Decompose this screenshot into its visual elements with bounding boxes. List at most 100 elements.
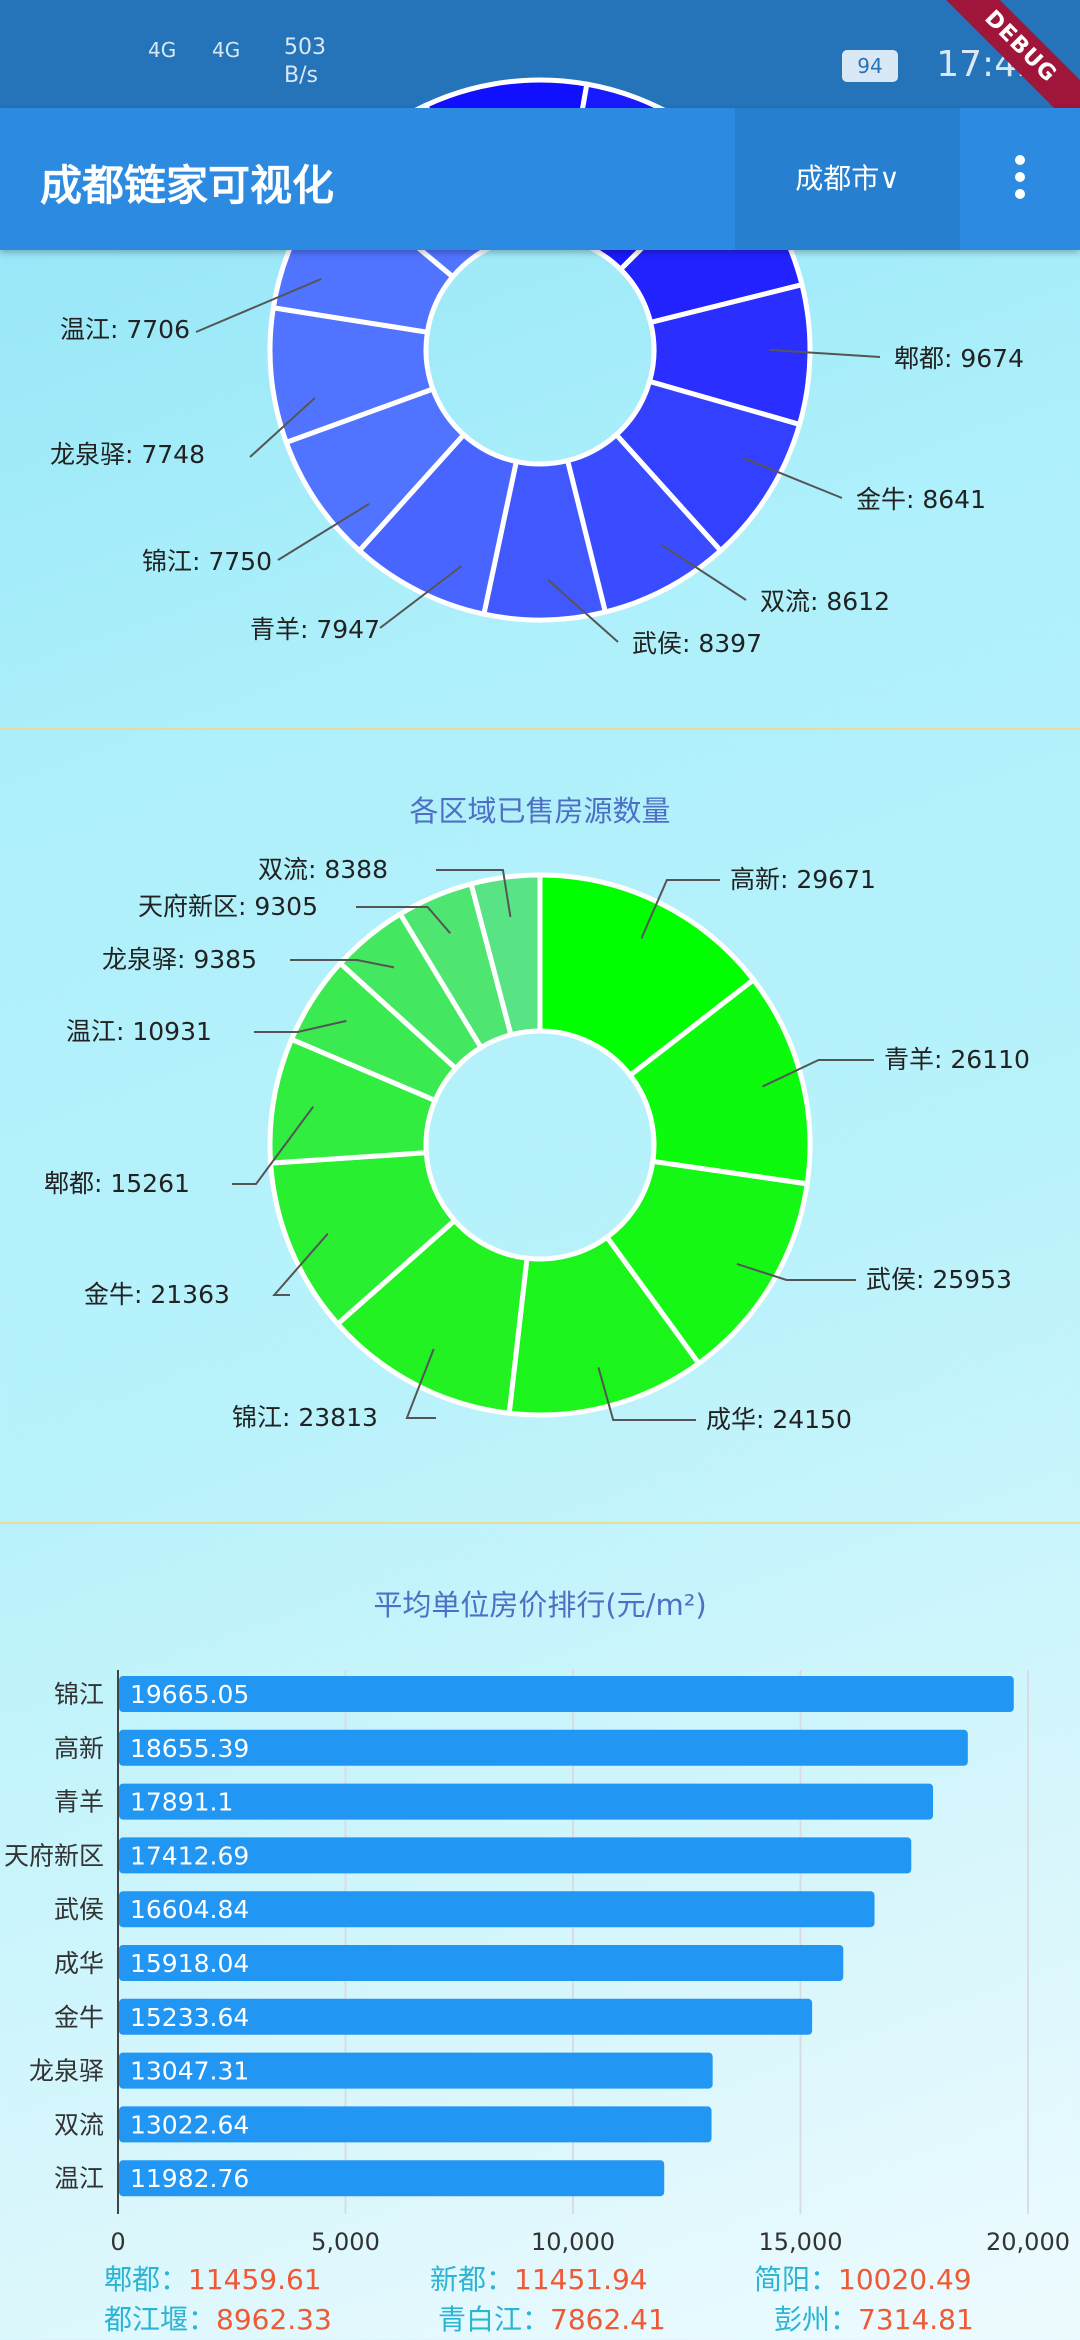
label-leader-line xyxy=(597,1367,696,1421)
signal-icon-2: 4G xyxy=(212,38,241,62)
donut-segment xyxy=(506,1233,703,1418)
label-leader-line xyxy=(356,906,451,934)
summary-item: 郫都：11459.61 xyxy=(104,2263,322,2296)
slice-label: 青羊: 26110 xyxy=(884,1045,1030,1074)
bar xyxy=(119,1837,912,1874)
category-label: 金牛 xyxy=(54,2003,104,2032)
app-bar: 成都链家可视化 成都市∨ xyxy=(0,108,1080,250)
category-label: 龙泉驿 xyxy=(29,2057,104,2086)
net-speed: 503 B/s xyxy=(284,34,326,90)
slice-label: 天府新区: 9305 xyxy=(138,892,318,921)
battery-icon: 94 xyxy=(842,50,898,82)
label-leader-line xyxy=(290,959,395,969)
unit-price-bar-chart: 0 5,000 10,000 15,000 20,000 19665.05 锦江 18655.… xyxy=(4,1670,1070,2256)
bar-value-label: 17412.69 xyxy=(130,1841,249,1870)
bar xyxy=(119,1998,813,2035)
donut-segment xyxy=(537,872,758,1079)
label-leader-line xyxy=(661,544,747,601)
slice-label: 龙泉驿: 9385 xyxy=(102,945,257,974)
slice-label: 成华: 24150 xyxy=(706,1405,852,1434)
slice-label: 双流: 8388 xyxy=(258,855,388,884)
slice-label: 金牛: 8641 xyxy=(856,485,986,514)
label-leader-line xyxy=(249,397,316,458)
label-leader-line xyxy=(762,1059,874,1088)
slice-label: 青羊: 7947 xyxy=(250,615,380,644)
slice-label: 龙泉驿: 7748 xyxy=(50,440,205,469)
slice-label: 郫都: 15261 xyxy=(44,1169,190,1198)
label-leader-line xyxy=(547,579,619,643)
slice-label: 高新: 29671 xyxy=(730,865,876,894)
x-tick-label: 5,000 xyxy=(311,2228,380,2256)
label-leader-line xyxy=(254,1019,347,1033)
summary-item: 都江堰：8962.33 xyxy=(104,2303,332,2336)
bar xyxy=(119,1783,934,1820)
summary-item: 彭州：7314.81 xyxy=(774,2303,974,2336)
label-leader-line xyxy=(742,457,843,499)
slice-label: 温江: 10931 xyxy=(66,1017,212,1046)
donut-segment xyxy=(468,872,543,1038)
x-tick-label: 0 xyxy=(110,2228,125,2256)
label-leader-line xyxy=(769,349,881,358)
bar xyxy=(119,2160,665,2197)
category-label: 温江 xyxy=(54,2164,104,2193)
slice-label: 温江: 7706 xyxy=(60,315,190,344)
slice-label: 锦江: 23813 xyxy=(232,1403,378,1432)
unit-price-chart-title: 平均单位房价排行(元/m²) xyxy=(373,1588,707,1622)
more-menu-icon[interactable] xyxy=(1000,150,1040,210)
label-leader-line xyxy=(195,278,322,333)
label-leader-line xyxy=(277,503,370,561)
bar-value-label: 13022.64 xyxy=(130,2110,249,2139)
bar-value-label: 16604.84 xyxy=(130,1895,249,1924)
summary-item: 简阳：10020.49 xyxy=(754,2263,972,2296)
label-leader-line xyxy=(436,869,512,918)
label-leader-line xyxy=(405,1348,436,1419)
bar xyxy=(119,1729,968,1766)
bar-value-label: 17891.1 xyxy=(130,1788,233,1817)
net-speed-unit: B/s xyxy=(284,63,318,88)
slice-label: 武侯: 25953 xyxy=(866,1265,1012,1294)
bar xyxy=(119,1676,1014,1712)
donut-segment xyxy=(603,1158,811,1367)
category-label: 成华 xyxy=(54,1949,104,1978)
bar-value-label: 11982.76 xyxy=(130,2164,249,2193)
slice-label: 武侯: 8397 xyxy=(632,629,762,658)
category-label: 锦江 xyxy=(54,1680,104,1709)
summary-item: 新都：11451.94 xyxy=(430,2263,648,2296)
net-speed-value: 503 xyxy=(284,35,326,60)
bar-value-label: 15918.04 xyxy=(130,1949,249,1978)
slice-label: 双流: 8612 xyxy=(760,587,890,616)
bar-value-label: 13047.31 xyxy=(130,2057,249,2086)
category-label: 高新 xyxy=(54,1734,104,1763)
summary-item: 青白江：7862.41 xyxy=(438,2303,666,2336)
label-leader-line xyxy=(379,565,462,629)
bar xyxy=(119,2106,712,2143)
donut-chart-partial: 温江: 7706 龙泉驿: 7748 锦江: 7750 青羊: 7947 武侯: 839… xyxy=(50,77,1024,658)
label-leader-line xyxy=(272,1233,329,1296)
slice-label: 郫都: 9674 xyxy=(894,344,1024,373)
category-label: 双流 xyxy=(54,2110,104,2139)
bar xyxy=(119,1945,844,1981)
category-label: 武侯 xyxy=(54,1895,104,1924)
label-leader-line xyxy=(640,879,720,939)
category-label: 青羊 xyxy=(54,1788,104,1817)
city-dropdown[interactable]: 成都市∨ xyxy=(735,108,960,250)
section-divider xyxy=(0,728,1080,730)
bar-value-label: 15233.64 xyxy=(130,2003,249,2032)
x-tick-label: 20,000 xyxy=(986,2228,1070,2256)
section-divider xyxy=(0,1522,1080,1524)
x-tick-label: 10,000 xyxy=(531,2228,615,2256)
donut-segment xyxy=(334,1216,530,1417)
bar xyxy=(119,2052,713,2089)
slice-label: 金牛: 21363 xyxy=(84,1280,230,1309)
app-title: 成都链家可视化 xyxy=(40,161,335,210)
label-leader-line xyxy=(736,1262,856,1281)
bar-value-label: 18655.39 xyxy=(130,1734,249,1763)
donut-segment xyxy=(626,976,813,1187)
category-label: 天府新区 xyxy=(4,1841,104,1870)
bar xyxy=(119,1891,875,1928)
slice-label: 锦江: 7750 xyxy=(142,547,272,576)
x-tick-label: 15,000 xyxy=(759,2228,843,2256)
sold-count-chart-title: 各区域已售房源数量 xyxy=(409,794,671,828)
bar-value-label: 19665.05 xyxy=(130,1680,249,1709)
signal-icon-1: 4G xyxy=(148,38,177,62)
